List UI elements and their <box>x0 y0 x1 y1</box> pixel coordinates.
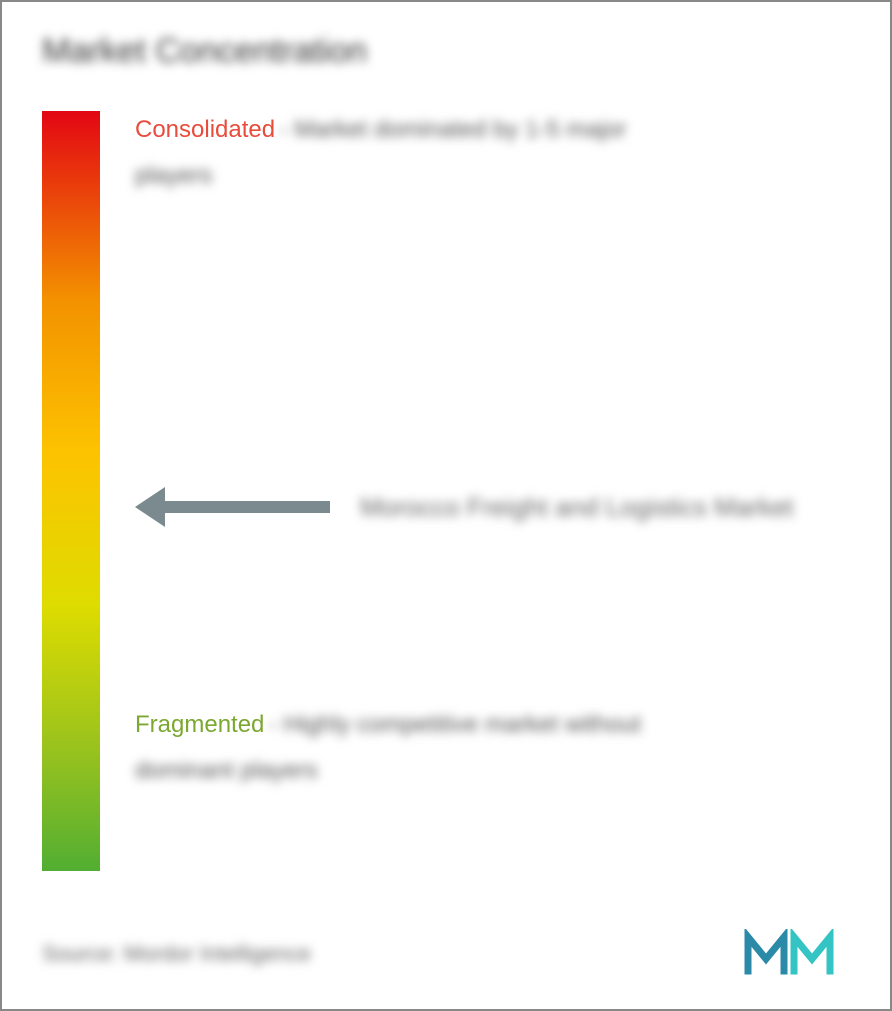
footer: Source: Mordor Intelligence <box>42 929 850 979</box>
fragmented-description-line2: dominant players <box>135 757 830 785</box>
consolidated-label: Consolidated <box>135 116 275 143</box>
market-indicator: Morocco Freight and Logistics Market <box>135 481 794 533</box>
consolidated-section: Consolidated - Market dominated by 1-5 m… <box>135 116 830 190</box>
text-area: Consolidated - Market dominated by 1-5 m… <box>100 101 850 881</box>
arrow-left-icon <box>135 481 330 533</box>
page-title: Market Concentration <box>42 32 850 71</box>
content-area: Consolidated - Market dominated by 1-5 m… <box>42 101 850 881</box>
fragmented-label: Fragmented <box>135 711 264 738</box>
source-attribution: Source: Mordor Intelligence <box>42 941 311 967</box>
logo-icon <box>740 929 850 979</box>
infographic-container: Market Concentration Con <box>0 0 892 1011</box>
consolidated-description: - Market dominated by 1-5 major <box>280 116 627 143</box>
market-name-label: Morocco Freight and Logistics Market <box>360 489 794 525</box>
mordor-logo <box>740 929 850 979</box>
consolidated-description-line2: players <box>135 162 830 190</box>
concentration-gradient-bar <box>42 111 100 871</box>
fragmented-section: Fragmented - Highly competitive market w… <box>135 711 830 785</box>
fragmented-description: - Highly competitive market without <box>269 711 641 738</box>
